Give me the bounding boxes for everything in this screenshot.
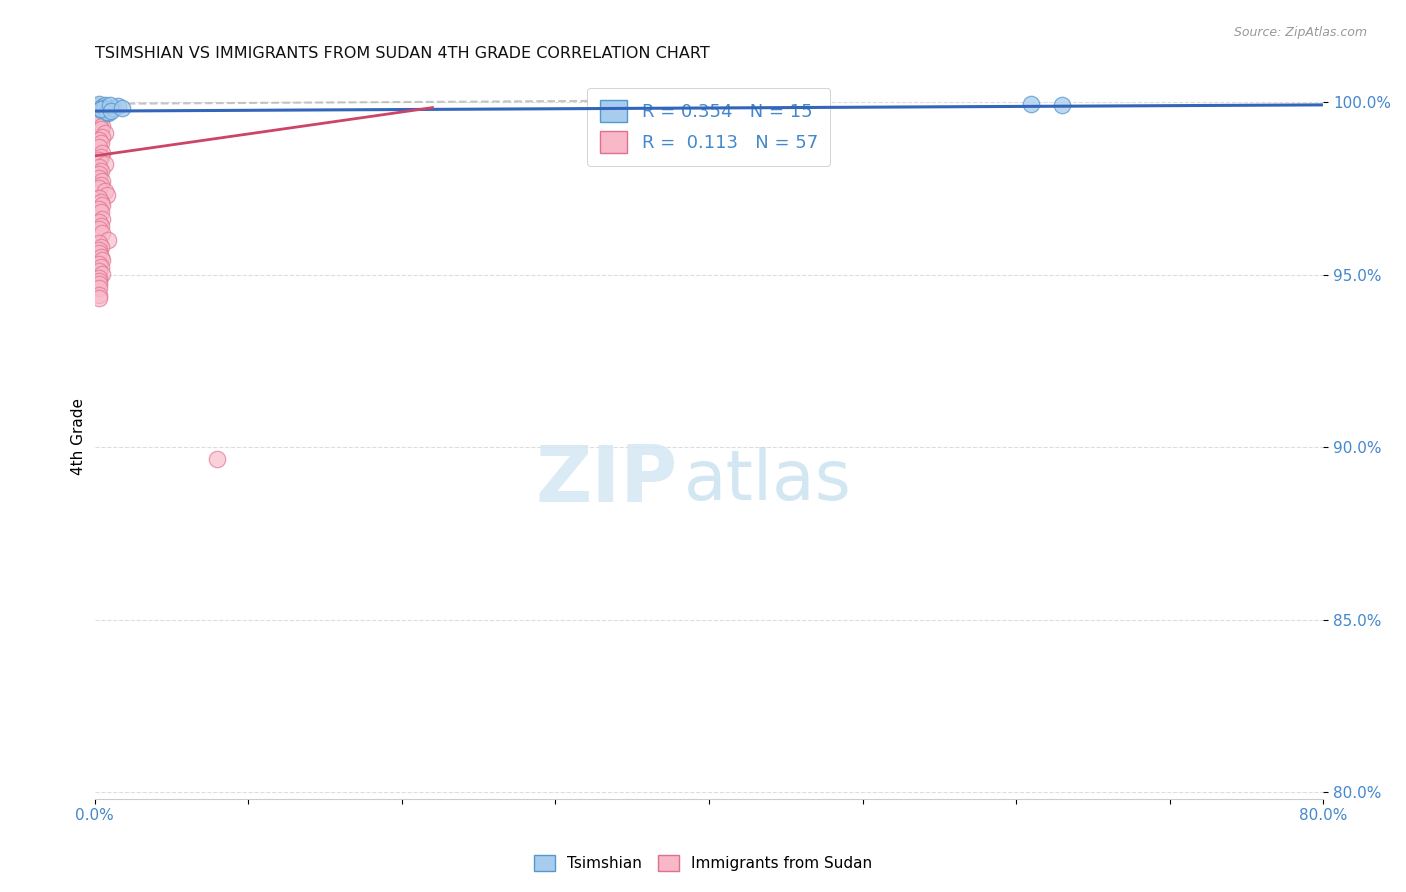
- Point: [1050, 98, 1073, 112]
- Point: [90, 239, 112, 253]
- Point: [107, 99, 129, 113]
- Point: [94, 157, 117, 171]
- Point: [98, 98, 121, 112]
- Point: [91, 253, 114, 268]
- Point: [89, 97, 111, 112]
- Point: [91, 119, 114, 133]
- Point: [90, 178, 112, 192]
- Point: [100, 104, 122, 119]
- Point: [89, 281, 111, 295]
- Point: [90, 122, 112, 136]
- Point: [90, 260, 112, 275]
- Point: [93, 104, 115, 119]
- Point: [89, 263, 111, 277]
- Point: [101, 101, 124, 115]
- Point: [89, 133, 111, 147]
- Legend: Tsimshian, Immigrants from Sudan: Tsimshian, Immigrants from Sudan: [527, 849, 879, 877]
- Point: [94, 127, 117, 141]
- Point: [97, 233, 120, 247]
- Point: [207, 452, 229, 467]
- Point: [90, 219, 112, 233]
- Point: [89, 170, 111, 185]
- Text: atlas: atlas: [685, 447, 852, 514]
- Point: [91, 146, 114, 161]
- Point: [91, 174, 114, 188]
- Point: [89, 246, 111, 260]
- Point: [96, 105, 118, 120]
- Point: [1021, 97, 1043, 112]
- Point: [90, 163, 112, 178]
- Point: [90, 136, 112, 150]
- Point: [89, 215, 111, 229]
- Point: [90, 194, 112, 209]
- Point: [89, 167, 111, 181]
- Point: [86, 99, 108, 113]
- Point: [89, 161, 111, 175]
- Point: [94, 185, 117, 199]
- Point: [89, 109, 111, 123]
- Text: TSIMSHIAN VS IMMIGRANTS FROM SUDAN 4TH GRADE CORRELATION CHART: TSIMSHIAN VS IMMIGRANTS FROM SUDAN 4TH G…: [94, 46, 709, 62]
- Point: [91, 100, 114, 114]
- Y-axis label: 4th Grade: 4th Grade: [72, 399, 86, 475]
- Point: [91, 211, 114, 226]
- Point: [89, 153, 111, 168]
- Point: [89, 181, 111, 195]
- Point: [96, 187, 118, 202]
- Point: [89, 191, 111, 205]
- Point: [89, 274, 111, 288]
- Text: Source: ZipAtlas.com: Source: ZipAtlas.com: [1233, 26, 1367, 39]
- Text: ZIP: ZIP: [536, 442, 678, 518]
- Point: [89, 243, 111, 257]
- Point: [89, 115, 111, 129]
- Point: [91, 267, 114, 281]
- Point: [89, 202, 111, 216]
- Point: [89, 257, 111, 271]
- Point: [89, 139, 111, 153]
- Point: [91, 226, 114, 240]
- Point: [89, 277, 111, 292]
- Point: [90, 101, 112, 115]
- Point: [89, 287, 111, 301]
- Point: [90, 250, 112, 264]
- Point: [90, 150, 112, 164]
- Point: [90, 103, 112, 118]
- Point: [90, 111, 112, 125]
- Point: [89, 291, 111, 305]
- Point: [90, 205, 112, 219]
- Point: [90, 103, 112, 117]
- Point: [97, 106, 120, 120]
- Point: [89, 236, 111, 251]
- Point: [91, 198, 114, 212]
- Point: [91, 130, 114, 145]
- Point: [89, 105, 111, 120]
- Point: [111, 101, 134, 115]
- Point: [91, 100, 114, 114]
- Point: [89, 270, 111, 285]
- Point: [93, 101, 115, 115]
- Point: [94, 98, 117, 112]
- Legend: R = 0.354   N = 15, R =  0.113   N = 57: R = 0.354 N = 15, R = 0.113 N = 57: [588, 87, 831, 166]
- Point: [89, 222, 111, 236]
- Point: [90, 103, 112, 117]
